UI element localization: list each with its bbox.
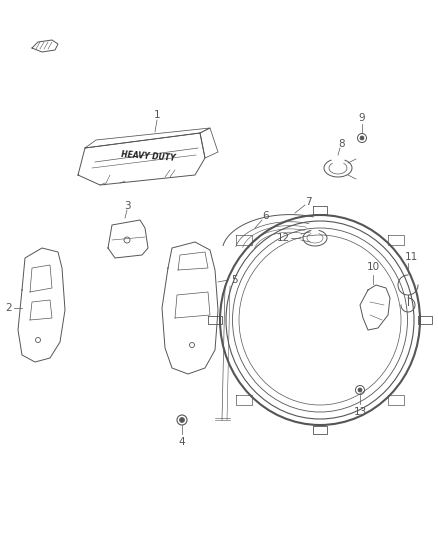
Text: 4: 4 bbox=[179, 437, 185, 447]
Circle shape bbox=[358, 388, 362, 392]
Text: 8: 8 bbox=[339, 139, 345, 149]
Text: 5: 5 bbox=[231, 275, 237, 285]
Text: 9: 9 bbox=[359, 113, 365, 123]
Circle shape bbox=[180, 417, 184, 423]
Text: 1: 1 bbox=[154, 110, 160, 120]
Text: 13: 13 bbox=[353, 407, 367, 417]
Text: 10: 10 bbox=[367, 262, 380, 272]
Text: 2: 2 bbox=[6, 303, 12, 313]
Circle shape bbox=[360, 136, 364, 140]
Text: 7: 7 bbox=[305, 197, 311, 207]
Text: 6: 6 bbox=[263, 211, 269, 221]
Text: HEAVY DUTY: HEAVY DUTY bbox=[120, 150, 176, 163]
Text: 12: 12 bbox=[276, 233, 290, 243]
Text: 11: 11 bbox=[404, 252, 417, 262]
Text: 3: 3 bbox=[124, 201, 131, 211]
